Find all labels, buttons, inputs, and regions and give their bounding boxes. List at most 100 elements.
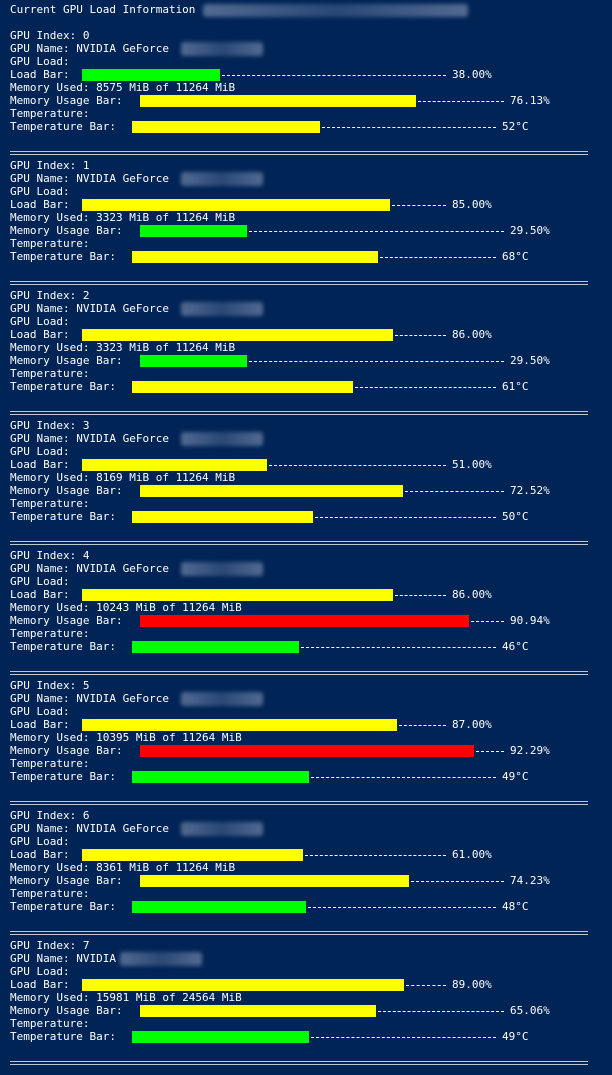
redacted-gpu-model — [180, 692, 263, 706]
redacted-gpu-model — [119, 952, 202, 966]
gpu-block: GPU Index: 5 GPU Name: NVIDIA GeForce GPU … — [10, 679, 600, 795]
gpu-load-header: GPU Load: — [10, 315, 70, 328]
temperature-bar-track — [355, 387, 496, 388]
gpu-index-label: GPU Index: — [10, 29, 83, 42]
info-line: Memory Used: 3323 MiB of 11264 MiB — [10, 341, 235, 354]
memory-bar-label: Memory Usage Bar: — [10, 744, 123, 757]
load-bar-fill — [82, 69, 220, 81]
section-separator — [10, 671, 588, 675]
temperature-bar-label: Temperature Bar: — [10, 1030, 116, 1043]
temperature-bar-fill — [132, 1031, 309, 1043]
memory-used-value: 10243 MiB of 11264 MiB — [96, 601, 242, 614]
memory-value: 65.06% — [510, 1004, 550, 1017]
memory-bar-fill — [140, 745, 474, 757]
info-line: GPU Index: 3 — [10, 419, 89, 432]
temperature-bar-track — [311, 1037, 496, 1038]
load-bar-label: Load Bar: — [10, 848, 70, 861]
info-line: Temperature: — [10, 1017, 89, 1030]
info-line: Memory Used: 8575 MiB of 11264 MiB — [10, 81, 235, 94]
info-line: GPU Name: NVIDIA GeForce — [10, 432, 263, 446]
memory-bar-label: Memory Usage Bar: — [10, 484, 123, 497]
temperature-bar-fill — [132, 901, 306, 913]
info-line: Memory Used: 3323 MiB of 11264 MiB — [10, 211, 235, 224]
gpu-index-label: GPU Index: — [10, 419, 83, 432]
memory-value: 74.23% — [510, 874, 550, 887]
info-line: GPU Index: 4 — [10, 549, 89, 562]
memory-value: 72.52% — [510, 484, 550, 497]
temperature-bar-fill — [132, 511, 313, 523]
memory-used-label: Memory Used: — [10, 471, 97, 484]
memory-bar-track — [411, 881, 504, 882]
redacted-gpu-model — [180, 822, 263, 836]
memory-bar-fill — [140, 95, 416, 107]
temperature-bar-label: Temperature Bar: — [10, 510, 116, 523]
temperature-header: Temperature: — [10, 757, 90, 770]
console-title: Current GPU Load Information — [10, 3, 196, 16]
info-line: Temperature: — [10, 627, 89, 640]
gpu-block: GPU Index: 3 GPU Name: NVIDIA GeForce GPU … — [10, 419, 600, 535]
gpu-name-label: GPU Name: — [10, 42, 77, 55]
memory-value: 29.50% — [510, 354, 550, 367]
memory-bar-track — [476, 751, 504, 752]
gpu-block: GPU Index: 7 GPU Name: NVIDIA GPU Load: Loa… — [10, 939, 600, 1055]
redacted-gpu-model — [180, 42, 263, 56]
load-bar-fill — [82, 589, 393, 601]
load-bar-track — [406, 985, 446, 986]
temperature-value: 48°C — [502, 900, 529, 913]
load-value: 89.00% — [452, 978, 492, 991]
info-line: GPU Name: NVIDIA GeForce — [10, 172, 263, 186]
info-line: GPU Index: 6 — [10, 809, 89, 822]
memory-value: 92.29% — [510, 744, 550, 757]
load-bar-track — [395, 595, 446, 596]
temperature-header: Temperature: — [10, 887, 90, 900]
memory-value: 90.94% — [510, 614, 550, 627]
temperature-bar-fill — [132, 641, 299, 653]
load-value: 86.00% — [452, 588, 492, 601]
info-line: Temperature: — [10, 107, 89, 120]
memory-bar-track — [418, 101, 504, 102]
memory-used-label: Memory Used: — [10, 211, 97, 224]
memory-used-label: Memory Used: — [10, 341, 97, 354]
temperature-header: Temperature: — [10, 237, 90, 250]
temperature-value: 49°C — [502, 770, 529, 783]
memory-used-label: Memory Used: — [10, 731, 97, 744]
console-title-line: Current GPU Load Information — [10, 3, 469, 17]
section-separator — [10, 411, 588, 415]
info-line: GPU Load: — [10, 575, 70, 588]
memory-used-value: 3323 MiB of 11264 MiB — [96, 341, 236, 354]
info-line: Temperature: — [10, 757, 89, 770]
info-line: Memory Used: 8361 MiB of 11264 MiB — [10, 861, 235, 874]
info-line: GPU Load: — [10, 835, 70, 848]
info-line: Memory Used: 10395 MiB of 11264 MiB — [10, 731, 242, 744]
memory-used-value: 8361 MiB of 11264 MiB — [96, 861, 236, 874]
info-line: GPU Load: — [10, 55, 70, 68]
memory-used-label: Memory Used: — [10, 991, 97, 1004]
memory-bar-track — [471, 621, 504, 622]
load-value: 85.00% — [452, 198, 492, 211]
info-line: Temperature: — [10, 497, 89, 510]
gpu-index-label: GPU Index: — [10, 679, 83, 692]
info-line: GPU Load: — [10, 965, 70, 978]
info-line: GPU Index: 5 — [10, 679, 89, 692]
gpu-name-label: GPU Name: — [10, 302, 77, 315]
gpu-index-value: 7 — [82, 939, 90, 952]
section-separator — [10, 541, 588, 545]
info-line: Temperature: — [10, 887, 89, 900]
load-bar-track — [305, 855, 446, 856]
memory-used-value: 8169 MiB of 11264 MiB — [96, 471, 236, 484]
temperature-bar-track — [380, 257, 496, 258]
info-line: GPU Index: 0 — [10, 29, 89, 42]
gpu-name-label: GPU Name: — [10, 952, 77, 965]
temperature-bar-label: Temperature Bar: — [10, 770, 116, 783]
load-bar-label: Load Bar: — [10, 718, 70, 731]
info-line: Memory Used: 10243 MiB of 11264 MiB — [10, 601, 242, 614]
gpu-name-value: NVIDIA GeForce — [76, 432, 169, 445]
temperature-value: 49°C — [502, 1030, 529, 1043]
memory-bar-fill — [140, 1005, 376, 1017]
info-line: GPU Name: NVIDIA GeForce — [10, 562, 263, 576]
temperature-header: Temperature: — [10, 627, 90, 640]
temperature-header: Temperature: — [10, 1017, 90, 1030]
memory-bar-track — [405, 491, 504, 492]
gpu-name-label: GPU Name: — [10, 822, 77, 835]
temperature-bar-fill — [132, 251, 378, 263]
